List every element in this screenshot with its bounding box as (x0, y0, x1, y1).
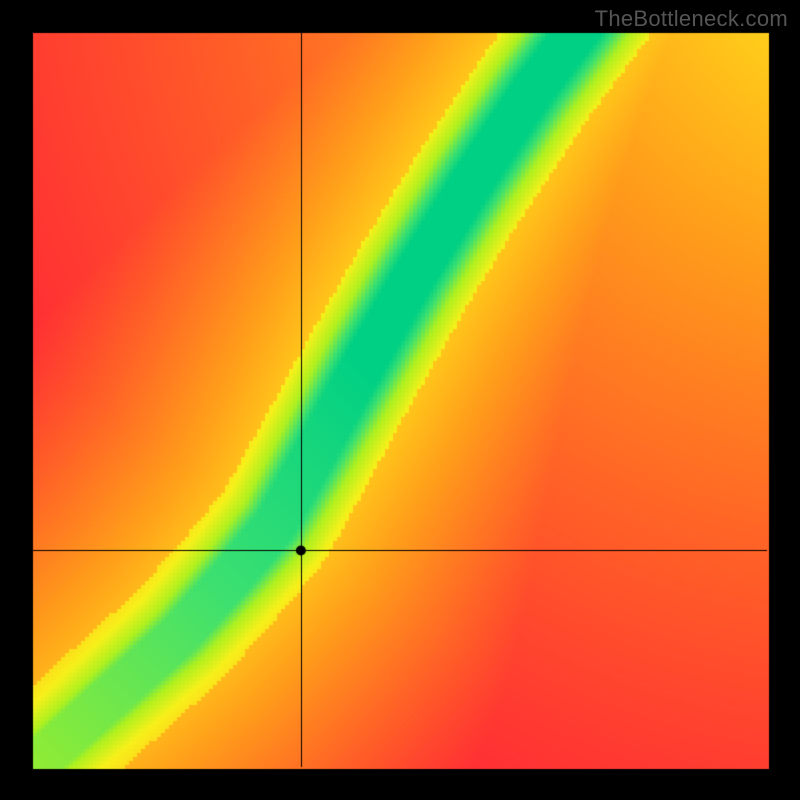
watermark-text: TheBottleneck.com (595, 6, 788, 32)
chart-container: TheBottleneck.com (0, 0, 800, 800)
bottleneck-heatmap (0, 0, 800, 800)
